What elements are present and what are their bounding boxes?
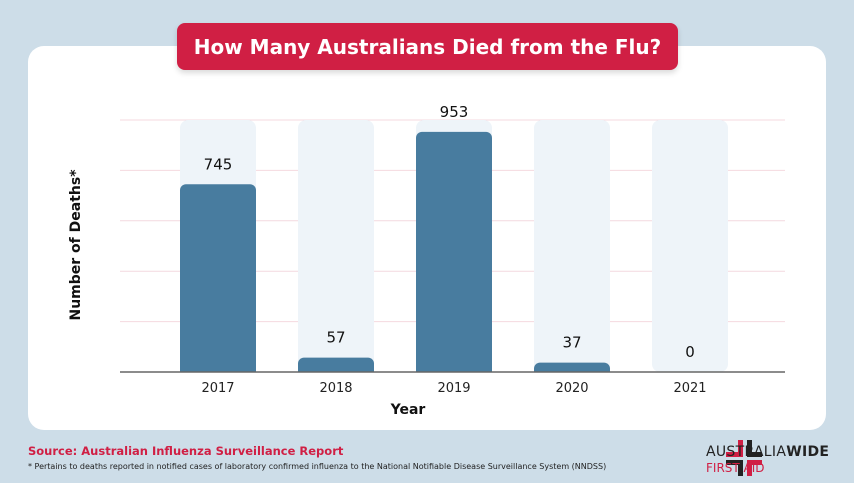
bar-2017	[180, 184, 256, 380]
logo-cross-icon	[726, 440, 762, 476]
bar-track	[534, 120, 610, 372]
data-label-2017: 745	[204, 155, 233, 173]
x-tick-label: 2021	[673, 381, 706, 396]
chart-title: How Many Australians Died from the Flu?	[177, 23, 678, 70]
x-axis-label: Year	[390, 402, 426, 418]
footnote: * Pertains to deaths reported in notifie…	[28, 462, 607, 471]
data-label-2018: 57	[326, 329, 345, 347]
data-label-2019: 953	[440, 103, 469, 121]
logo-subbrand: FIRST AID	[706, 461, 765, 475]
bar-track	[298, 120, 374, 372]
x-tick-label: 2019	[437, 381, 470, 396]
bar-track	[652, 120, 728, 372]
source-text: Source: Australian Influenza Surveillanc…	[28, 444, 344, 458]
x-tick-label: 2018	[319, 381, 352, 396]
data-label-2020: 37	[562, 334, 581, 352]
logo-brand: AUSTRALIAWIDE	[706, 444, 830, 460]
bar-mask	[120, 372, 785, 382]
data-label-2021: 0	[685, 343, 695, 361]
bar-2019	[416, 131, 492, 380]
x-tick-label: 2020	[555, 381, 588, 396]
y-axis-label: Number of Deaths*	[68, 169, 84, 321]
x-tick-label: 2017	[201, 381, 234, 396]
